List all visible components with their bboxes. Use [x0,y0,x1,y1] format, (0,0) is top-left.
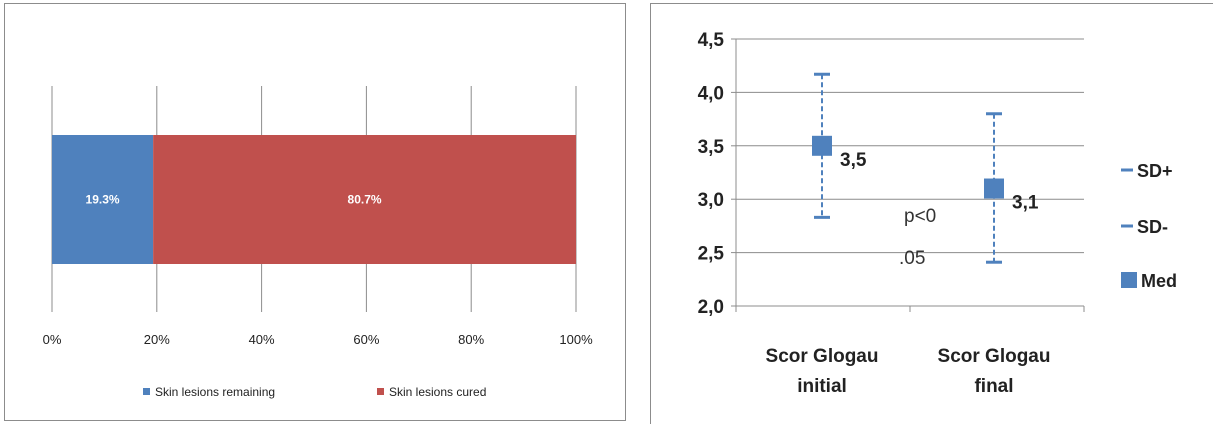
error-bar-chart-panel: 2,0 2,5 3,0 3,5 4,0 4,5 Scor Glogau initial Scor… [650,3,1213,424]
data-label: 3,5 [840,150,867,171]
median-marker [812,135,832,156]
bar-segment [153,135,576,264]
y-tick-label: 3,5 [698,137,725,158]
legend-label: SD- [1137,217,1168,237]
legend-swatch [1121,272,1137,288]
x-tick-label: 100% [559,332,593,347]
data-label: 80.7% [348,193,382,207]
legend-label: Skin lesions cured [389,385,486,399]
y-tick-label: 3,0 [698,190,724,211]
annotation-text: p<0 [904,206,936,227]
x-tick-label: 80% [458,332,484,347]
x-tick-label: 0% [43,332,62,347]
stacked-bar-chart-panel: 0% 20% 40% 60% 80% 100% 19.3% 80.7% Skin lesions… [4,3,626,421]
median-marker [984,178,1004,199]
stacked-bar-chart: 0% 20% 40% 60% 80% 100% 19.3% 80.7% Skin lesions… [43,86,593,399]
data-label: 19.3% [86,193,120,207]
x-category-label: initial [797,376,847,397]
y-tick-label: 4,0 [698,83,724,104]
x-category-label: Scor Glogau [938,346,1051,367]
y-tick-label: 2,0 [698,297,724,318]
y-tick-label: 4,5 [698,30,725,51]
x-tick-label: 20% [144,332,170,347]
x-category-label: final [974,376,1013,397]
x-tick-label: 40% [249,332,275,347]
annotation-text: .05 [899,248,925,269]
error-bar-chart: 2,0 2,5 3,0 3,5 4,0 4,5 Scor Glogau initial Scor… [698,30,1177,397]
legend-swatch [377,388,384,395]
x-tick-label: 60% [353,332,379,347]
legend-swatch [143,388,150,395]
y-tick-label: 2,5 [698,244,725,265]
data-label: 3,1 [1012,193,1039,214]
bar-segment [52,135,154,264]
legend-label: Med [1141,271,1177,291]
legend-label: SD+ [1137,161,1173,181]
x-category-label: Scor Glogau [766,346,879,367]
legend-label: Skin lesions remaining [155,385,275,399]
